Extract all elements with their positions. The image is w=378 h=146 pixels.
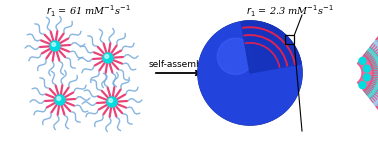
Circle shape: [225, 47, 266, 89]
Text: self-assembly: self-assembly: [148, 60, 210, 69]
Circle shape: [221, 44, 271, 94]
Circle shape: [109, 99, 113, 102]
Circle shape: [200, 23, 299, 122]
Circle shape: [222, 45, 269, 92]
Circle shape: [198, 21, 302, 125]
Polygon shape: [370, 40, 378, 106]
Circle shape: [203, 27, 294, 118]
Circle shape: [50, 41, 60, 51]
Circle shape: [240, 63, 245, 68]
Polygon shape: [357, 55, 373, 91]
Circle shape: [232, 55, 256, 79]
Circle shape: [239, 62, 247, 70]
Circle shape: [199, 22, 301, 124]
Circle shape: [230, 53, 259, 82]
Circle shape: [359, 82, 366, 89]
Circle shape: [214, 36, 281, 104]
Circle shape: [217, 38, 254, 75]
Text: $r_1$ = 61 mM$^{-1}$s$^{-1}$: $r_1$ = 61 mM$^{-1}$s$^{-1}$: [46, 3, 130, 19]
Circle shape: [220, 43, 272, 95]
Circle shape: [210, 33, 285, 109]
Polygon shape: [241, 21, 301, 73]
Circle shape: [211, 34, 284, 107]
Circle shape: [228, 51, 262, 85]
Circle shape: [107, 97, 117, 107]
Circle shape: [227, 50, 263, 86]
Circle shape: [207, 30, 290, 113]
Polygon shape: [364, 47, 378, 99]
Circle shape: [216, 39, 278, 101]
Circle shape: [237, 60, 250, 73]
Circle shape: [226, 49, 265, 88]
Circle shape: [198, 21, 302, 125]
Text: $r_1$ = 2.3 mM$^{-1}$s$^{-1}$: $r_1$ = 2.3 mM$^{-1}$s$^{-1}$: [246, 3, 334, 19]
Circle shape: [363, 74, 370, 81]
Circle shape: [219, 42, 274, 97]
Circle shape: [359, 57, 366, 64]
Circle shape: [212, 35, 283, 106]
Circle shape: [235, 59, 251, 74]
Circle shape: [238, 61, 248, 71]
Circle shape: [229, 52, 260, 83]
Circle shape: [201, 24, 297, 120]
Circle shape: [233, 56, 254, 77]
Circle shape: [223, 46, 268, 91]
Circle shape: [231, 54, 257, 80]
Circle shape: [363, 65, 370, 72]
Polygon shape: [376, 33, 378, 113]
Circle shape: [105, 55, 108, 58]
Circle shape: [52, 43, 56, 46]
Circle shape: [209, 32, 287, 110]
Circle shape: [217, 40, 277, 100]
Circle shape: [55, 95, 65, 105]
Circle shape: [215, 38, 280, 103]
Circle shape: [203, 25, 296, 119]
Circle shape: [57, 97, 60, 100]
Circle shape: [206, 29, 291, 114]
Circle shape: [204, 28, 293, 116]
Circle shape: [103, 53, 113, 63]
Bar: [285, 35, 294, 44]
Circle shape: [241, 64, 244, 67]
Circle shape: [208, 31, 288, 112]
Circle shape: [234, 58, 253, 76]
Circle shape: [218, 41, 275, 98]
